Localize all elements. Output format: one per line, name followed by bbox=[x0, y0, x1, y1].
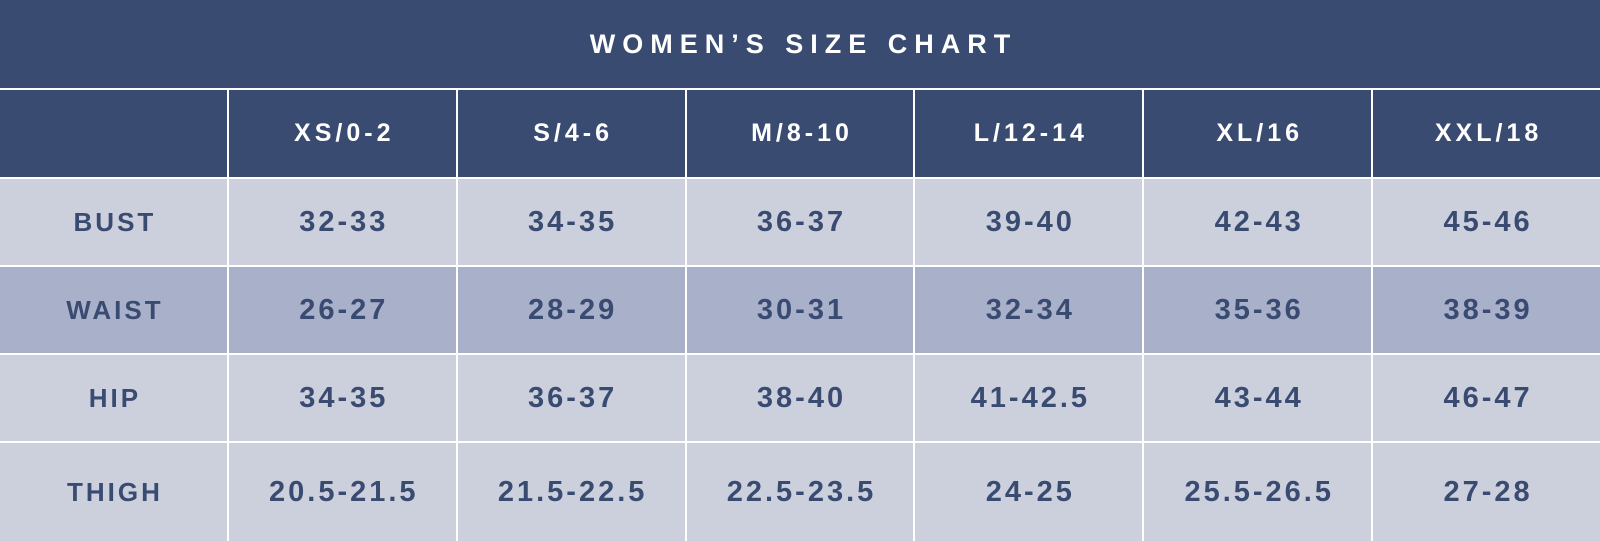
row-label-hip: HIP bbox=[0, 355, 227, 441]
table-cell: 20.5-21.5 bbox=[228, 443, 456, 541]
column-header-m: M/8-10 bbox=[686, 90, 914, 177]
table-cell: 36-37 bbox=[686, 179, 914, 265]
table-cell: 26-27 bbox=[228, 267, 456, 353]
table-cell: 25.5-26.5 bbox=[1144, 443, 1372, 541]
table-cell: 41-42.5 bbox=[915, 355, 1143, 441]
table-cell: 30-31 bbox=[686, 267, 914, 353]
table-cell: 32-33 bbox=[228, 179, 456, 265]
table-cell: 45-46 bbox=[1373, 179, 1600, 265]
chart-title: WOMEN’S SIZE CHART bbox=[589, 28, 1018, 59]
table-cell: 21.5-22.5 bbox=[457, 443, 685, 541]
column-header-l: L/12-14 bbox=[915, 90, 1143, 177]
table-cell: 38-39 bbox=[1373, 267, 1600, 353]
table-cell: 43-44 bbox=[1144, 355, 1372, 441]
table-cell: 46-47 bbox=[1373, 355, 1600, 441]
table-cell: 42-43 bbox=[1144, 179, 1372, 265]
table-cell: 34-35 bbox=[457, 179, 685, 265]
chart-title-band: WOMEN’S SIZE CHART bbox=[0, 0, 1600, 88]
row-label-thigh: THIGH bbox=[0, 443, 227, 541]
column-header-xl: XL/16 bbox=[1144, 90, 1372, 177]
size-table: XS/0-2 S/4-6 M/8-10 L/12-14 XL/16 XXL/18… bbox=[0, 88, 1600, 541]
row-label-bust: BUST bbox=[0, 179, 227, 265]
table-cell: 22.5-23.5 bbox=[686, 443, 914, 541]
table-cell: 38-40 bbox=[686, 355, 914, 441]
table-cell: 36-37 bbox=[457, 355, 685, 441]
column-header-s: S/4-6 bbox=[457, 90, 685, 177]
row-label-waist: WAIST bbox=[0, 267, 227, 353]
table-cell: 28-29 bbox=[457, 267, 685, 353]
table-cell: 32-34 bbox=[915, 267, 1143, 353]
table-cell: 39-40 bbox=[915, 179, 1143, 265]
table-cell: 35-36 bbox=[1144, 267, 1372, 353]
column-header-xs: XS/0-2 bbox=[228, 90, 456, 177]
table-cell: 34-35 bbox=[228, 355, 456, 441]
table-cell: 27-28 bbox=[1373, 443, 1600, 541]
corner-cell bbox=[0, 90, 227, 177]
column-header-xxl: XXL/18 bbox=[1373, 90, 1600, 177]
table-cell: 24-25 bbox=[915, 443, 1143, 541]
